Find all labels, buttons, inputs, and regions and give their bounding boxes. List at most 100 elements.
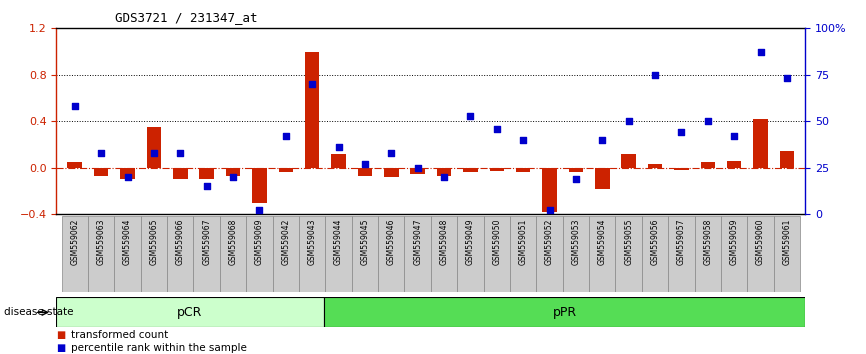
Bar xyxy=(516,168,530,172)
Point xyxy=(173,150,187,156)
Text: GSM559044: GSM559044 xyxy=(334,218,343,265)
Point xyxy=(253,207,267,213)
Point xyxy=(226,174,240,180)
Bar xyxy=(431,216,457,292)
Point xyxy=(463,113,477,119)
Text: GSM559051: GSM559051 xyxy=(519,218,527,264)
Text: GSM559062: GSM559062 xyxy=(70,218,80,264)
Text: GDS3721 / 231347_at: GDS3721 / 231347_at xyxy=(115,11,257,24)
Text: GSM559048: GSM559048 xyxy=(440,218,449,264)
Point xyxy=(780,76,794,81)
Bar xyxy=(436,168,451,176)
Text: GSM559042: GSM559042 xyxy=(281,218,290,264)
Bar xyxy=(193,216,220,292)
Point xyxy=(701,118,714,124)
Bar xyxy=(305,52,320,168)
Text: GSM559056: GSM559056 xyxy=(650,218,660,265)
Point xyxy=(68,103,81,109)
Text: GSM559060: GSM559060 xyxy=(756,218,765,265)
Point xyxy=(410,165,424,171)
Point xyxy=(595,137,609,143)
Bar xyxy=(457,216,483,292)
Text: GSM559050: GSM559050 xyxy=(492,218,501,265)
Bar xyxy=(695,216,721,292)
Text: GSM559043: GSM559043 xyxy=(307,218,317,265)
Point xyxy=(675,130,688,135)
Bar xyxy=(616,216,642,292)
Bar xyxy=(61,216,88,292)
Bar xyxy=(510,216,536,292)
Bar xyxy=(669,216,695,292)
Bar xyxy=(140,216,167,292)
Text: GSM559053: GSM559053 xyxy=(572,218,580,265)
Text: GSM559058: GSM559058 xyxy=(703,218,713,264)
Bar xyxy=(589,216,616,292)
Text: GSM559046: GSM559046 xyxy=(387,218,396,265)
Text: GSM559047: GSM559047 xyxy=(413,218,422,265)
Point xyxy=(490,126,504,131)
Text: GSM559066: GSM559066 xyxy=(176,218,184,265)
Text: percentile rank within the sample: percentile rank within the sample xyxy=(71,343,247,353)
Bar xyxy=(273,216,299,292)
Bar xyxy=(642,216,669,292)
Bar xyxy=(252,168,267,202)
Bar xyxy=(779,152,794,168)
Bar xyxy=(648,164,662,168)
Bar xyxy=(410,168,425,173)
Text: disease state: disease state xyxy=(4,307,74,318)
Point xyxy=(332,144,346,150)
Bar xyxy=(332,154,346,168)
Bar xyxy=(721,216,747,292)
Text: ■: ■ xyxy=(56,343,66,353)
Bar xyxy=(324,297,805,327)
Point xyxy=(753,50,767,55)
Text: GSM559063: GSM559063 xyxy=(97,218,106,265)
Text: GSM559061: GSM559061 xyxy=(782,218,792,264)
Text: GSM559055: GSM559055 xyxy=(624,218,633,265)
Text: GSM559068: GSM559068 xyxy=(229,218,237,264)
Bar xyxy=(563,216,589,292)
Point xyxy=(516,137,530,143)
Text: GSM559054: GSM559054 xyxy=(598,218,607,265)
Point xyxy=(305,81,319,87)
Bar xyxy=(226,168,240,176)
Bar xyxy=(489,168,504,171)
Bar xyxy=(56,297,324,327)
Bar xyxy=(773,216,800,292)
Bar xyxy=(68,162,82,168)
Text: GSM559064: GSM559064 xyxy=(123,218,132,265)
Bar xyxy=(326,216,352,292)
Bar xyxy=(542,168,557,212)
Point xyxy=(622,118,636,124)
Bar xyxy=(404,216,431,292)
Bar xyxy=(747,216,773,292)
Bar xyxy=(483,216,510,292)
Bar xyxy=(536,216,563,292)
Text: GSM559045: GSM559045 xyxy=(360,218,370,265)
Bar xyxy=(384,168,398,177)
Point xyxy=(147,150,161,156)
Bar xyxy=(352,216,378,292)
Bar xyxy=(220,216,246,292)
Text: GSM559069: GSM559069 xyxy=(255,218,264,265)
Text: GSM559049: GSM559049 xyxy=(466,218,475,265)
Point xyxy=(120,174,134,180)
Bar xyxy=(173,168,188,179)
Bar xyxy=(378,216,404,292)
Bar xyxy=(167,216,193,292)
Bar xyxy=(146,127,161,168)
Bar xyxy=(622,154,636,168)
Text: GSM559052: GSM559052 xyxy=(545,218,554,264)
Point xyxy=(279,133,293,139)
Bar xyxy=(727,161,741,168)
Bar xyxy=(358,168,372,176)
Text: GSM559065: GSM559065 xyxy=(149,218,158,265)
Bar xyxy=(94,168,108,176)
Bar xyxy=(569,168,583,172)
Point xyxy=(569,176,583,182)
Bar xyxy=(299,216,326,292)
Point xyxy=(437,174,451,180)
Point xyxy=(94,150,108,156)
Text: GSM559059: GSM559059 xyxy=(730,218,739,265)
Bar xyxy=(199,168,214,179)
